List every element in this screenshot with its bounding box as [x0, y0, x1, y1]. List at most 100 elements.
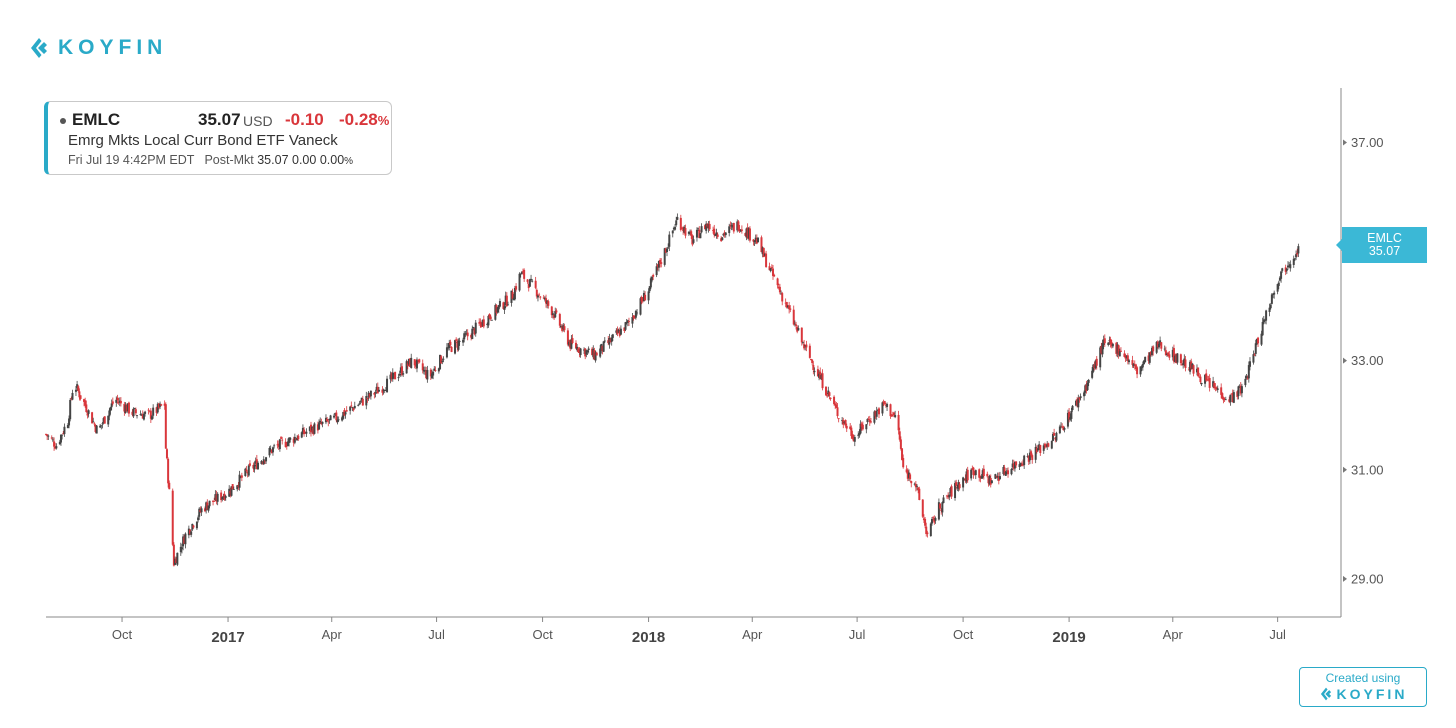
candle-body: [244, 468, 247, 477]
candle-body: [247, 465, 250, 476]
candle-body: [901, 448, 904, 460]
candle-body: [594, 352, 597, 361]
candle-body: [1062, 426, 1065, 430]
candle-body: [1269, 304, 1272, 309]
candle-body: [982, 468, 985, 477]
candle-body: [424, 369, 427, 372]
candle-body: [172, 544, 175, 566]
candle-body: [220, 492, 223, 500]
candle-body: [926, 532, 929, 535]
candle-body: [731, 224, 734, 228]
candle-body: [1018, 464, 1021, 468]
candle-body: [1252, 354, 1255, 363]
candle-body: [780, 293, 783, 295]
candle-body: [776, 278, 779, 286]
candle-body: [785, 302, 788, 308]
candle-body: [248, 463, 251, 466]
candle-body: [410, 357, 413, 369]
candle-body: [550, 306, 553, 316]
candle-body: [843, 421, 846, 424]
candle-body: [230, 486, 233, 496]
candle-body: [652, 274, 655, 277]
candle-body: [1182, 363, 1185, 365]
candle-body: [530, 278, 533, 280]
candle-body: [70, 398, 73, 400]
candle-body: [732, 222, 735, 232]
candle-body: [295, 438, 298, 440]
candle-body: [180, 547, 183, 550]
candle-body: [87, 410, 90, 414]
candle-body: [955, 482, 958, 486]
candle-body: [981, 470, 984, 478]
candle-body: [704, 225, 707, 230]
candle-body: [236, 485, 239, 490]
candle-body: [495, 305, 498, 313]
candle-body: [571, 338, 574, 344]
created-using-badge[interactable]: Created using KOYFIN: [1299, 667, 1427, 707]
candle-body: [978, 469, 981, 478]
candle-body: [682, 227, 685, 231]
candle-body: [1027, 456, 1030, 462]
candle-body: [174, 558, 177, 565]
koyfin-logo[interactable]: KOYFIN: [28, 36, 167, 60]
candle-body: [1071, 405, 1074, 411]
candle-body: [304, 432, 307, 434]
candle-body: [117, 401, 120, 403]
candle-body: [800, 327, 803, 343]
candle-body: [1061, 426, 1064, 428]
candle-body: [853, 437, 856, 442]
candle-body: [449, 341, 452, 346]
candle-body: [345, 410, 348, 412]
candle-body: [819, 371, 822, 379]
candle-body: [771, 268, 774, 276]
candle-body: [1022, 463, 1025, 466]
candle-body: [527, 283, 530, 289]
candle-body: [921, 499, 924, 517]
candle-body: [320, 422, 323, 424]
candle-body: [884, 404, 887, 406]
candle-body: [110, 403, 113, 408]
candle-body: [286, 441, 289, 447]
candle-body: [627, 320, 630, 322]
candle-body: [657, 260, 660, 268]
candle-body: [277, 443, 280, 447]
candle-body: [883, 401, 886, 404]
candle-body: [406, 363, 409, 366]
candle-body: [376, 386, 379, 394]
candle-body: [1181, 363, 1184, 365]
candle-body: [778, 286, 781, 293]
candle-body: [805, 344, 808, 348]
candle-body: [203, 508, 206, 512]
candle-body: [634, 310, 637, 318]
candle-body: [536, 295, 539, 298]
candle-body: [562, 325, 565, 330]
candle-body: [1293, 258, 1296, 260]
candle-body: [127, 402, 130, 414]
candle-body: [765, 253, 768, 267]
candle-body: [1288, 266, 1291, 268]
candle-body: [69, 399, 72, 420]
candle-body: [405, 361, 408, 374]
candle-body: [586, 350, 589, 352]
candle-body: [752, 239, 755, 242]
candle-body: [615, 330, 618, 333]
candle-body: [1060, 426, 1063, 428]
candle-body: [85, 404, 88, 412]
candle-body: [683, 227, 686, 233]
candle-body: [965, 471, 968, 482]
candle-body: [1126, 355, 1129, 362]
candle-body: [875, 410, 878, 417]
candle-body: [1086, 382, 1089, 391]
candle-body: [464, 334, 467, 336]
candle-body: [618, 331, 621, 336]
candle-body: [398, 373, 401, 376]
created-using-label: Created using: [1325, 671, 1401, 685]
candle-body: [1075, 400, 1078, 406]
candle-body: [422, 370, 425, 372]
quote-timestamp: Fri Jul 19 4:42PM EDT: [68, 153, 195, 167]
candle-body: [1261, 321, 1264, 336]
candle-body: [1079, 396, 1082, 399]
candle-body: [316, 424, 319, 431]
candle-body: [1077, 398, 1080, 408]
